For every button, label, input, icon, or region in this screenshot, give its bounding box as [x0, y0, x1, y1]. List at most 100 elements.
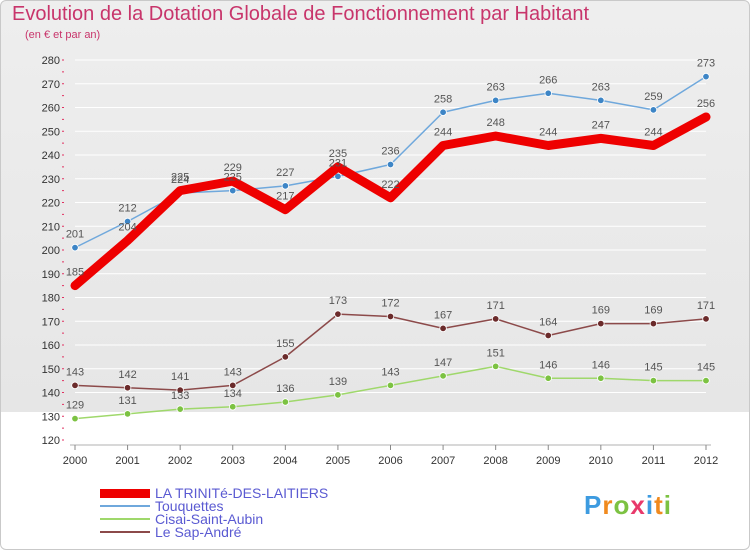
data-point [71, 381, 79, 390]
x-tick-label: 2002 [168, 455, 192, 467]
data-label: 212 [118, 203, 136, 215]
data-point [491, 96, 500, 105]
y-tick-label: 190 [42, 269, 60, 281]
x-tick-label: 2000 [63, 455, 87, 467]
data-label: 171 [697, 300, 715, 312]
logo-letter: o [613, 490, 631, 520]
legend-swatch [100, 505, 150, 507]
series-layer [70, 72, 711, 423]
proxiti-logo: Proxiti [584, 490, 672, 521]
data-label: 139 [329, 376, 347, 388]
data-label: 231 [329, 157, 347, 169]
data-label: 258 [434, 93, 452, 105]
y-tick-label: 270 [42, 79, 60, 91]
data-point [491, 362, 500, 371]
data-label: 244 [539, 127, 557, 139]
data-label: 217 [276, 191, 294, 203]
data-label: 146 [539, 359, 557, 371]
data-point [229, 403, 237, 411]
data-point [123, 236, 132, 245]
legend-swatch [100, 518, 150, 520]
data-label: 222 [381, 179, 399, 191]
data-point [176, 405, 184, 413]
data-label: 129 [66, 400, 84, 412]
data-point [176, 386, 184, 394]
data-label: 201 [66, 229, 84, 241]
data-point [439, 324, 447, 333]
data-point [702, 72, 710, 81]
data-point [281, 398, 290, 406]
x-tick-label: 2001 [115, 455, 139, 467]
data-label: 155 [276, 338, 294, 350]
y-tick-label: 140 [42, 388, 60, 400]
y-tick-label: 220 [42, 198, 60, 210]
x-tick-label: 2008 [483, 455, 507, 467]
data-point [281, 182, 290, 190]
data-label: 236 [381, 146, 399, 158]
x-tick-label: 2010 [589, 455, 613, 467]
x-tick-label: 2011 [642, 455, 666, 467]
data-label: 229 [224, 162, 242, 174]
y-tick-label: 180 [42, 293, 60, 305]
series-cisai-saint-aubin [71, 362, 710, 423]
series-touquettes [71, 72, 710, 252]
x-tick-label: 2007 [431, 455, 455, 467]
x-tick-label: 2005 [326, 455, 350, 467]
data-point [702, 376, 710, 385]
x-tick-label: 2003 [221, 455, 245, 467]
logo-letter: t [654, 490, 664, 520]
data-point [334, 172, 342, 181]
data-point [386, 193, 395, 202]
y-tick-label: 210 [42, 221, 60, 233]
data-point [71, 243, 79, 252]
data-point [71, 281, 79, 290]
data-point [649, 106, 658, 114]
data-point [71, 414, 79, 423]
data-point [649, 376, 658, 385]
logo-letter: r [602, 490, 614, 520]
data-label: 145 [644, 362, 662, 374]
data-label: 131 [118, 395, 136, 407]
data-label: 235 [329, 148, 347, 160]
legend-label: Le Sap-André [155, 524, 242, 540]
data-label: 263 [486, 81, 504, 93]
data-label: 141 [171, 371, 189, 383]
data-label: 151 [486, 347, 504, 359]
x-tick-label: 2006 [378, 455, 402, 467]
data-label: 143 [66, 366, 84, 378]
data-label: 225 [171, 172, 189, 184]
data-label: 147 [434, 357, 452, 369]
data-point [281, 353, 290, 361]
y-tick-label: 240 [42, 150, 60, 162]
data-point [544, 331, 552, 340]
logo-letter: P [584, 490, 603, 520]
data-point [702, 315, 710, 323]
data-label: 142 [118, 369, 136, 381]
data-point [544, 374, 552, 382]
data-label: 134 [224, 388, 242, 400]
data-point [386, 312, 395, 321]
y-tick-label: 120 [42, 435, 60, 447]
x-tick-label: 2012 [694, 455, 718, 467]
data-point [597, 374, 605, 382]
data-label: 173 [329, 295, 347, 307]
data-point [228, 177, 237, 186]
logo-letter: x [630, 490, 646, 520]
data-label: 263 [592, 81, 610, 93]
data-label: 133 [171, 390, 189, 402]
data-point [386, 381, 395, 390]
data-point [597, 96, 605, 105]
data-label: 227 [276, 167, 294, 179]
chart-title: Evolution de la Dotation Globale de Fonc… [12, 3, 590, 25]
x-tick-label: 2009 [536, 455, 560, 467]
data-label: 146 [592, 359, 610, 371]
y-tick-label: 250 [42, 126, 60, 138]
data-point [649, 319, 658, 328]
data-point [123, 217, 132, 226]
legend-swatch [100, 488, 150, 498]
series-le-sap-andr- [71, 310, 710, 394]
data-label: 259 [644, 91, 662, 103]
data-label: 256 [697, 98, 715, 110]
